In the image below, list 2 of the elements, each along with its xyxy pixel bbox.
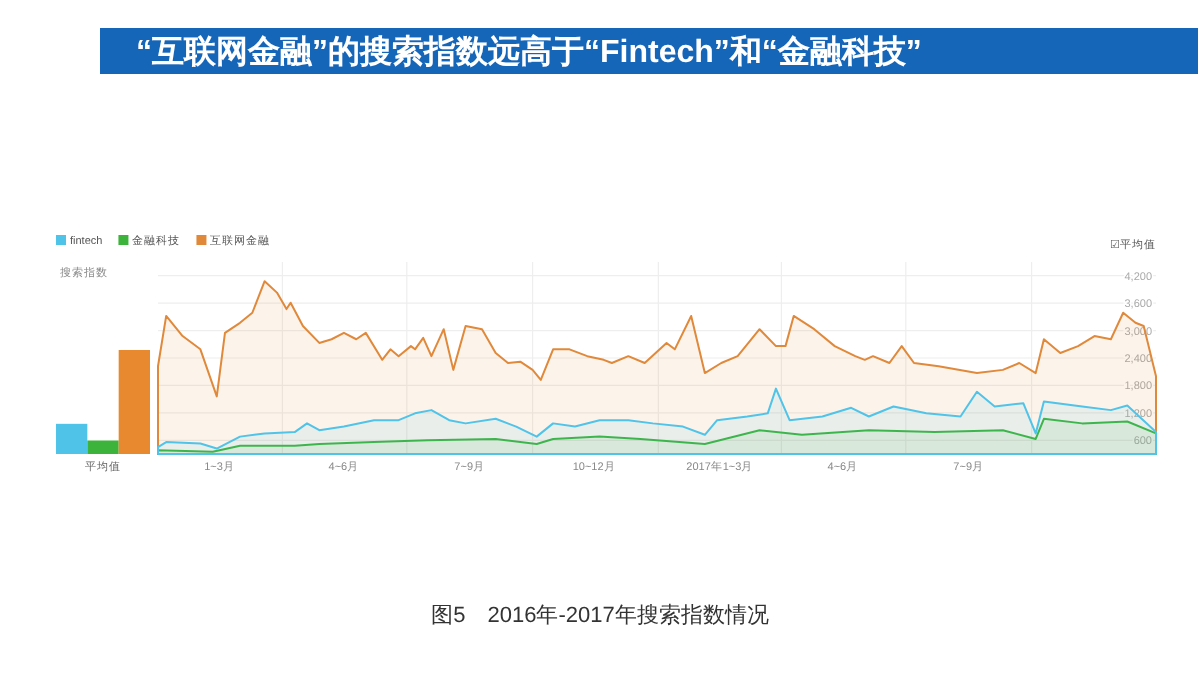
caption: 图5 2016年-2017年搜索指数情况 (431, 602, 769, 628)
chart-title: “互联网金融”的搜索指数远高于“Fintech”和“金融科技” (136, 32, 922, 70)
